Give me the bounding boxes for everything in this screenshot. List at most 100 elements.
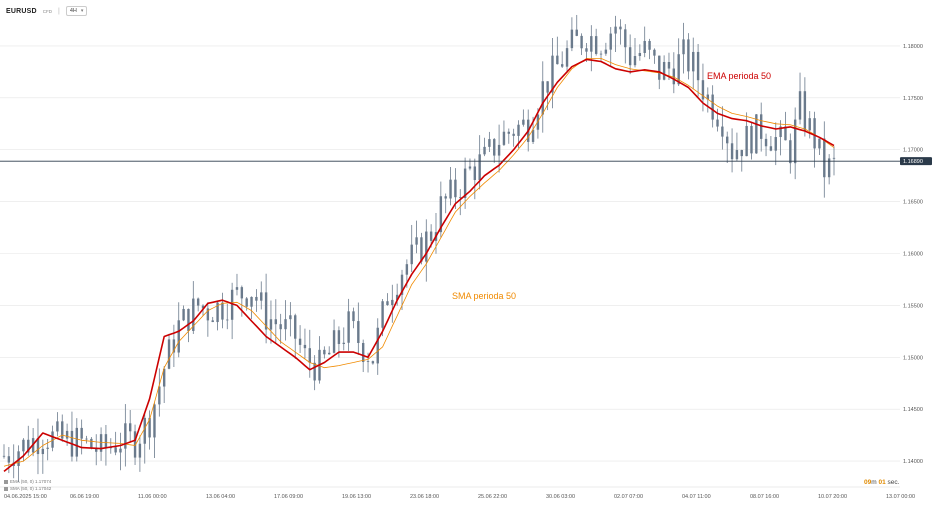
candle-body (614, 26, 617, 34)
x-tick-label: 11.06 00:00 (138, 494, 167, 500)
candle-body (672, 68, 676, 85)
candle-body (735, 150, 739, 160)
candle-body (789, 140, 792, 164)
chart-header: EURUSD CFD | 4H ▾ (6, 4, 88, 18)
candle-body (337, 330, 341, 345)
candle-body (143, 417, 146, 444)
candle-body (779, 126, 782, 138)
chevron-down-icon: ▾ (80, 8, 84, 14)
candle-body (463, 168, 467, 198)
candle-body (342, 342, 345, 345)
candle-body (182, 308, 185, 321)
candle-body (61, 421, 64, 439)
candles (2, 14, 836, 483)
candle-body (153, 404, 156, 438)
candle-body (624, 29, 627, 48)
candle-body (162, 368, 166, 387)
candle-body (104, 434, 108, 449)
candle-body (391, 299, 394, 306)
candle-body (497, 144, 501, 156)
candle-body (798, 91, 802, 120)
y-tick-label: 1.17000 (903, 148, 923, 154)
candle-body (17, 451, 20, 466)
countdown-seconds: 01 (878, 479, 886, 486)
candle-body (201, 305, 205, 309)
candle-body (56, 421, 59, 432)
candle-body (65, 430, 69, 439)
candle-body (517, 124, 520, 136)
candle-body (750, 125, 753, 154)
candle-body (245, 298, 248, 307)
x-tick-label: 04.06.2025 15:00 (4, 494, 47, 500)
legend-item-ema[interactable]: EMA (50, 0) 1.17074 (4, 478, 51, 485)
candle-body (604, 49, 608, 54)
candle-body (133, 431, 137, 458)
candle-body (294, 315, 297, 339)
y-tick-label: 1.18000 (903, 44, 923, 50)
candle-body (531, 129, 535, 142)
x-tick-label: 10.07 20:00 (818, 494, 847, 500)
candle-body (793, 119, 797, 164)
candle-body (813, 118, 816, 149)
candle-body (36, 438, 40, 455)
candle-body (580, 35, 583, 49)
y-tick-label: 1.16500 (903, 200, 923, 206)
candle-body (158, 386, 161, 405)
candle-body (269, 319, 273, 330)
candle-body (701, 80, 705, 100)
candle-body (692, 51, 695, 72)
candle-body (328, 352, 331, 355)
candle-body (405, 264, 409, 275)
candle-body (667, 61, 671, 69)
candle-body (226, 319, 229, 321)
y-tick-label: 1.16000 (903, 252, 923, 258)
symbol-label[interactable]: EURUSD (6, 7, 37, 15)
candle-body (590, 36, 593, 52)
candle-body (381, 301, 384, 328)
current-price-badge (900, 157, 932, 166)
candle-body (803, 91, 807, 131)
candle-body (429, 231, 433, 241)
candle-body (7, 456, 11, 463)
candle-body (371, 361, 375, 364)
candle-body (827, 158, 831, 178)
candle-body (264, 292, 268, 330)
candle-body (386, 301, 389, 306)
candle-body (575, 29, 578, 36)
legend-item-sma[interactable]: SMA (50, 0) 1.17042 (4, 485, 51, 492)
candle-body (420, 237, 423, 262)
candle-body (2, 455, 6, 457)
header-divider: | (58, 7, 60, 15)
candle-body (119, 448, 122, 453)
current-price-marker: 1.16890 (0, 157, 932, 166)
candle-body (425, 231, 428, 262)
timeframe-label: 4H (69, 8, 77, 14)
candle-body (255, 296, 258, 301)
candle-body (818, 138, 821, 149)
candle-body (546, 81, 549, 93)
x-tick-label: 06.06 19:00 (70, 494, 99, 500)
timeframe-selector[interactable]: 4H ▾ (65, 6, 88, 16)
candle-body (512, 133, 515, 136)
candle-body (274, 319, 278, 325)
candle-body (565, 48, 569, 67)
moving-averages (3, 58, 835, 473)
candle-body (177, 320, 180, 353)
candle-body (687, 39, 690, 72)
candle-body (90, 438, 93, 449)
candle-body (653, 49, 656, 56)
legend-swatch (4, 479, 8, 484)
candle-body (347, 311, 350, 343)
candle-body (628, 47, 632, 66)
candle-body (522, 119, 525, 125)
candle-body (366, 361, 370, 362)
sma-line (3, 58, 835, 467)
candle-body (352, 311, 355, 322)
candle-body (677, 54, 680, 85)
candle-body (662, 61, 666, 80)
candle-body (313, 362, 316, 381)
sma-annotation: SMA perioda 50 (452, 291, 516, 301)
candle-body (740, 150, 743, 157)
